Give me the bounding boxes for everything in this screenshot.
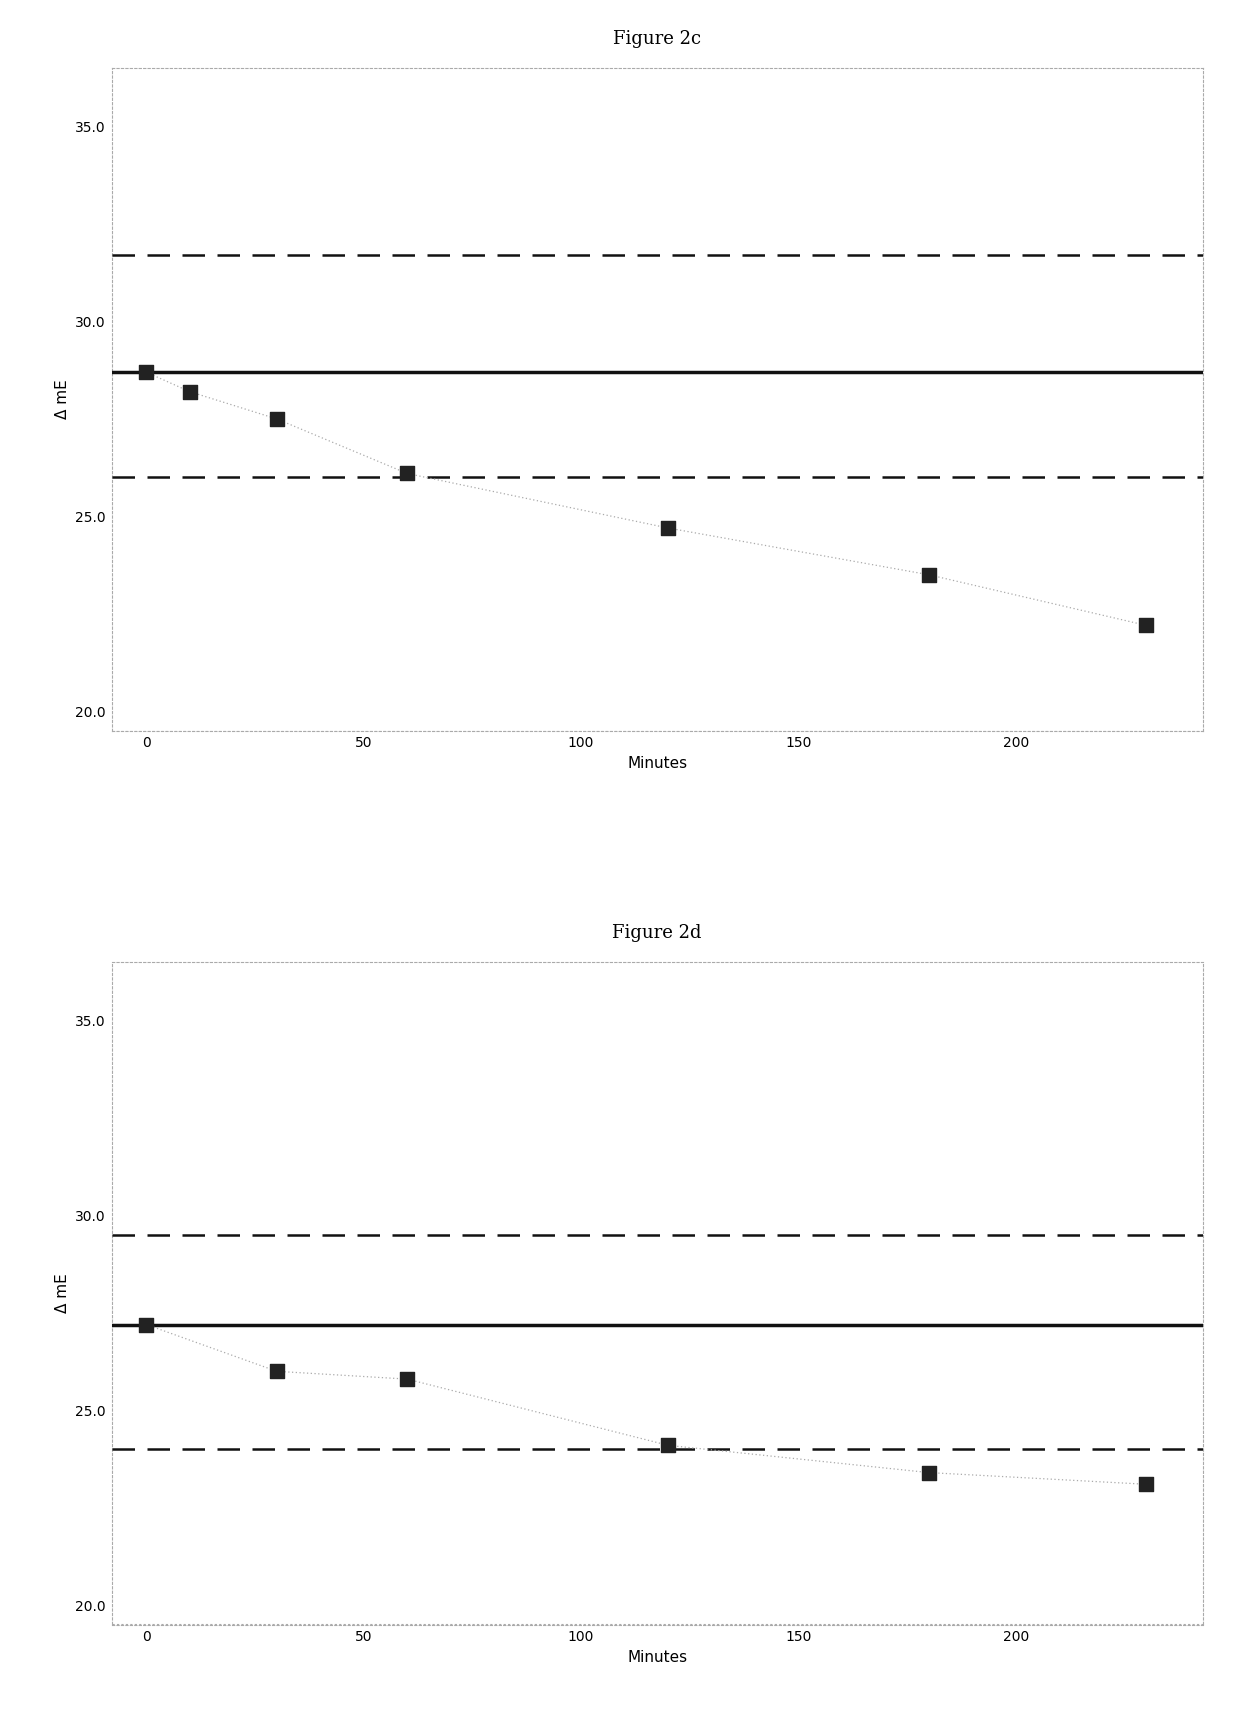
Point [919, 1459, 939, 1486]
Point [136, 359, 156, 386]
Point [1136, 612, 1156, 640]
Point [658, 1431, 678, 1459]
Point [397, 460, 417, 487]
Y-axis label: Δ mE: Δ mE [55, 380, 69, 419]
Point [180, 378, 200, 405]
Point [397, 1365, 417, 1392]
Text: Figure 2d: Figure 2d [613, 923, 702, 942]
Point [267, 1358, 286, 1385]
Point [658, 515, 678, 542]
Text: Figure 2c: Figure 2c [613, 29, 702, 48]
Point [1136, 1471, 1156, 1498]
Y-axis label: Δ mE: Δ mE [55, 1274, 69, 1313]
X-axis label: Minutes: Minutes [627, 1650, 687, 1664]
X-axis label: Minutes: Minutes [627, 756, 687, 771]
Point [919, 561, 939, 588]
Point [267, 405, 286, 433]
Point [136, 1312, 156, 1339]
